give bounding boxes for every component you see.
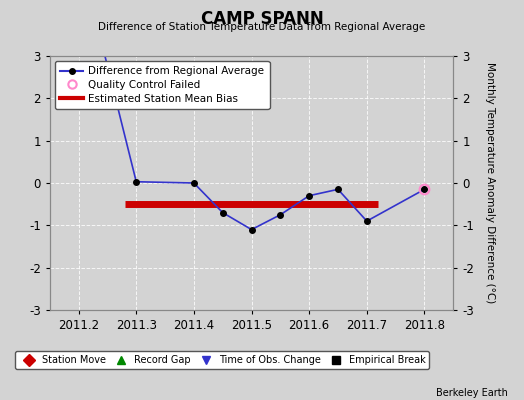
Legend: Station Move, Record Gap, Time of Obs. Change, Empirical Break: Station Move, Record Gap, Time of Obs. C… — [15, 351, 429, 369]
Text: Difference of Station Temperature Data from Regional Average: Difference of Station Temperature Data f… — [99, 22, 425, 32]
Y-axis label: Monthly Temperature Anomaly Difference (°C): Monthly Temperature Anomaly Difference (… — [485, 62, 495, 304]
Legend: Difference from Regional Average, Quality Control Failed, Estimated Station Mean: Difference from Regional Average, Qualit… — [55, 61, 269, 109]
Text: Berkeley Earth: Berkeley Earth — [436, 388, 508, 398]
Text: CAMP SPANN: CAMP SPANN — [201, 10, 323, 28]
